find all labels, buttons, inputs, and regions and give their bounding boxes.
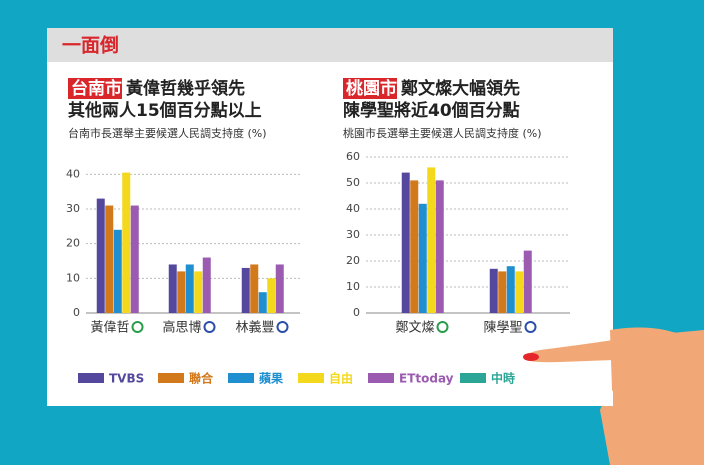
y-tick-label: 10 [346,280,360,293]
bar [506,266,515,313]
x-tick-label: 鄭文燦 [395,321,434,336]
bar [113,229,122,313]
thumb [523,340,614,363]
bar [122,172,131,313]
y-tick-label: 0 [353,306,360,319]
title-line: 陳學聖將近40個百分點 [343,100,520,121]
title-tag: 桃園市 [346,78,397,99]
legend-label: 蘋果 [259,371,283,386]
x-tick-label: 黃偉哲 [90,321,129,336]
legend-swatch [460,373,486,383]
legend-swatch [228,373,254,383]
party-icon [203,321,216,333]
bar [435,180,444,313]
y-tick-label: 30 [66,202,80,215]
bar [498,271,507,313]
subtitle: 台南市長選舉主要候選人民調支持度 (%) [68,126,267,140]
legend-label: ETtoday [399,372,454,386]
title-line: 其他兩人15個百分點以上 [68,100,262,121]
y-tick-label: 10 [66,271,80,284]
party-icon [524,321,537,333]
title-line: 鄭文燦大幅領先 [401,78,520,99]
bar [275,264,284,313]
bar [202,257,211,313]
bar [250,264,259,313]
bar [105,205,114,313]
bar [489,268,498,313]
bar [418,203,427,313]
y-tick-label: 40 [66,167,80,180]
x-tick-label: 林義豐 [235,320,274,336]
title-line: 黃偉哲幾乎領先 [125,78,245,99]
legend-label: TVBS [109,372,144,386]
legend-swatch [368,373,394,383]
y-tick-label: 60 [346,150,360,163]
legend-label: 自由 [329,371,353,386]
title-tag-box [343,78,397,99]
bar [130,205,139,313]
header-title: 一面倒 [62,34,119,57]
y-tick-label: 30 [346,228,360,241]
hand-fingers [610,327,704,465]
title-tag-box [68,78,122,99]
bar [410,180,419,313]
legend-swatch [158,373,184,383]
y-tick-label: 20 [346,254,360,267]
card [47,28,613,406]
bar [267,278,276,313]
bar [194,271,203,313]
subtitle: 桃園市長選舉主要候選人民調支持度 (%) [343,126,542,140]
legend-label: 中時 [491,371,515,386]
bar [96,198,105,313]
x-tick-label: 陳學聖 [483,321,522,336]
title-tag: 台南市 [71,78,122,99]
party-icon [131,321,144,333]
y-tick-label: 20 [66,237,80,250]
legend-swatch [298,373,324,383]
y-tick-label: 0 [73,306,80,319]
party-icon [436,321,449,333]
bar [185,264,194,313]
legend-swatch [78,373,104,383]
bar [515,271,524,313]
bar [241,267,250,313]
bar [258,292,267,313]
bar [168,264,177,313]
bar [427,167,436,313]
y-tick-label: 50 [346,176,360,189]
bar [177,271,186,313]
party-icon [276,321,289,333]
bar [523,250,532,313]
nail [523,353,539,361]
y-tick-label: 40 [346,202,360,215]
x-tick-label: 高思博 [162,320,201,336]
bar [401,172,410,313]
header-band [47,28,613,62]
legend-label: 聯合 [189,371,214,386]
